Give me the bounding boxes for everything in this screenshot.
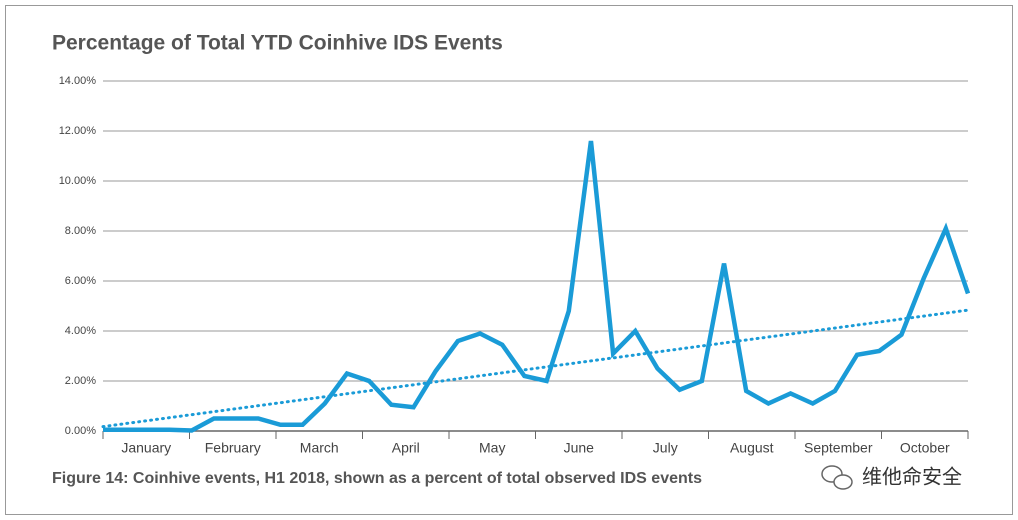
caption: Figure 14: Coinhive events, H1 2018, sho…: [52, 470, 702, 487]
x-tick-label: September: [804, 440, 873, 456]
y-tick-label: 4.00%: [65, 325, 96, 337]
y-tick-label: 14.00%: [59, 75, 97, 87]
y-tick-label: 8.00%: [65, 225, 96, 237]
data-line: [103, 140, 971, 433]
frame: [5, 5, 1013, 515]
x-tick-label: May: [479, 440, 505, 456]
y-tick-label: 2.00%: [65, 375, 96, 387]
x-tick-label: February: [205, 440, 261, 456]
x-tick-label: June: [564, 440, 595, 456]
watermark: 维他命安全: [862, 465, 962, 488]
y-tick-label: 12.00%: [59, 125, 97, 137]
chart-title: Percentage of Total YTD Coinhive IDS Eve…: [52, 32, 503, 55]
y-tick-label: 10.00%: [59, 175, 97, 187]
x-tick-label: April: [392, 440, 420, 456]
y-tick-label: 0.00%: [65, 425, 96, 437]
y-tick-label: 6.00%: [65, 275, 96, 287]
x-tick-label: March: [300, 440, 339, 456]
trendline: [101, 308, 970, 429]
x-tick-label: October: [900, 440, 950, 456]
x-tick-label: August: [730, 440, 774, 456]
x-tick-label: July: [653, 440, 678, 456]
x-tick-label: January: [121, 440, 171, 456]
wechat-icon: [821, 465, 853, 490]
